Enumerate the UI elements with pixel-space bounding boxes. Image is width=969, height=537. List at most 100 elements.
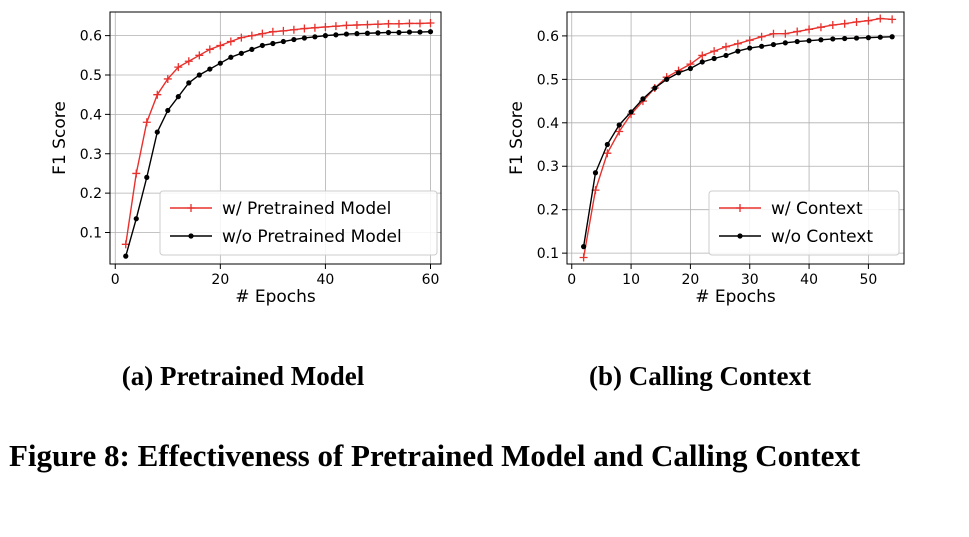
data-point-plus — [615, 127, 624, 136]
data-point-plus — [394, 19, 403, 28]
figure-canvas: 0 20 40 60 0.1 0.2 0.3 0.4 0.5 0.6 # Epochs F1 Scor… — [50, 11, 905, 391]
data-point-dot — [427, 29, 434, 35]
data-point-dot — [628, 109, 634, 115]
data-point-plus — [793, 27, 802, 36]
figure-caption: Figure 8: Effectiveness of Pretrained Mo… — [9, 438, 861, 473]
x-tick-label: 40 — [800, 272, 818, 288]
x-tick-label: 40 — [316, 272, 334, 288]
data-point-dot — [396, 29, 402, 36]
subcaption-b: (b) Calling Context — [589, 361, 811, 391]
data-point-plus — [864, 16, 873, 25]
data-point-dot — [144, 174, 150, 180]
data-point-dot — [592, 170, 599, 176]
data-point-dot — [675, 70, 682, 76]
legend-marker-dot — [737, 233, 743, 239]
data-point-plus — [698, 51, 707, 60]
data-point-dot — [759, 43, 765, 49]
data-point-plus — [153, 90, 162, 99]
data-point-dot — [123, 253, 129, 259]
data-point-dot — [343, 31, 350, 37]
y-axis-label: F1 Score — [50, 101, 70, 175]
data-point-plus — [237, 33, 246, 42]
data-point-dot — [877, 34, 883, 40]
data-point-dot — [385, 29, 392, 36]
data-point-dot — [291, 36, 297, 43]
data-point-dot — [806, 38, 812, 44]
x-tick-label: 20 — [211, 272, 229, 288]
data-point-plus — [289, 25, 298, 34]
legend-marker-dot — [188, 233, 194, 239]
data-point-plus — [195, 51, 204, 60]
data-point-dot — [842, 35, 848, 42]
data-point-plus — [321, 22, 330, 31]
legend-label-1: w/o Pretrained Model — [222, 227, 402, 247]
data-point-dot — [154, 129, 160, 135]
y-tick-label: 0.6 — [537, 29, 559, 45]
x-tick-label: 50 — [859, 272, 877, 288]
y-tick-label: 0.1 — [80, 226, 102, 242]
legend-box — [159, 190, 438, 256]
data-point-dot — [865, 35, 872, 41]
data-point-dot — [723, 52, 729, 59]
data-point-dot — [616, 122, 622, 128]
data-point-plus — [363, 20, 372, 29]
data-point-plus — [373, 20, 382, 29]
y-tick-label: 0.1 — [537, 246, 559, 262]
data-point-plus — [300, 24, 309, 33]
data-point-plus — [733, 39, 742, 48]
legend-marker-plus — [187, 204, 195, 212]
data-point-plus — [405, 19, 414, 28]
data-point-dot — [794, 38, 800, 45]
data-point-plus — [342, 21, 351, 30]
data-point-dot — [830, 36, 836, 42]
x-tick-label: 20 — [681, 272, 699, 288]
data-point-plus — [757, 32, 766, 41]
data-point-plus — [745, 36, 754, 45]
data-point-dot — [375, 30, 381, 36]
data-point-dot — [782, 40, 788, 46]
chart-calling-context: 0 10 20 30 40 50 0.1 0.2 0.3 0.4 0.5 0.6 # Epochs F1 … — [507, 11, 905, 307]
data-point-plus — [876, 14, 885, 23]
y-tick-label: 0.5 — [80, 68, 102, 84]
y-tick-label: 0.3 — [80, 147, 102, 163]
legend-label-1: w/o Context — [771, 227, 873, 247]
data-point-dot — [581, 244, 587, 250]
x-tick-label: 0 — [111, 272, 120, 288]
data-point-dot — [249, 46, 255, 53]
data-point-plus — [852, 17, 861, 26]
data-point-dot — [301, 35, 307, 41]
data-point-dot — [280, 38, 286, 45]
plot-frame — [566, 11, 905, 265]
x-axis-label: # Epochs — [695, 287, 776, 307]
data-point-plus — [805, 25, 814, 34]
data-point-dot — [818, 37, 824, 43]
data-point-plus — [722, 42, 731, 51]
data-point-plus — [174, 63, 183, 72]
data-point-plus — [331, 22, 340, 31]
data-point-plus — [163, 74, 172, 83]
data-point-dot — [175, 94, 181, 100]
data-point-dot — [735, 48, 741, 54]
data-point-dot — [640, 96, 646, 102]
data-point-plus — [132, 169, 141, 178]
data-point-plus — [310, 23, 319, 32]
legend-label-0: w/ Context — [771, 199, 863, 219]
data-point-plus — [603, 149, 612, 158]
data-point-dot — [604, 141, 610, 148]
y-tick-label: 0.2 — [80, 186, 102, 202]
y-tick-label: 0.3 — [537, 159, 559, 175]
y-tick-label: 0.4 — [537, 116, 559, 132]
chart-pretrained-model: 0 20 40 60 0.1 0.2 0.3 0.4 0.5 0.6 # Epochs F1 Scor… — [50, 11, 442, 307]
y-tick-label: 0.5 — [537, 72, 559, 88]
y-tick-label: 0.2 — [537, 203, 559, 219]
data-point-dot — [207, 66, 213, 72]
data-point-plus — [710, 47, 719, 56]
data-point-plus — [384, 19, 393, 28]
data-point-plus — [352, 20, 361, 29]
data-point-dot — [312, 34, 318, 40]
x-tick-label: 0 — [567, 272, 576, 288]
data-point-dot — [364, 30, 371, 36]
data-point-plus — [888, 15, 897, 24]
data-point-plus — [840, 19, 849, 28]
data-point-dot — [217, 60, 223, 66]
